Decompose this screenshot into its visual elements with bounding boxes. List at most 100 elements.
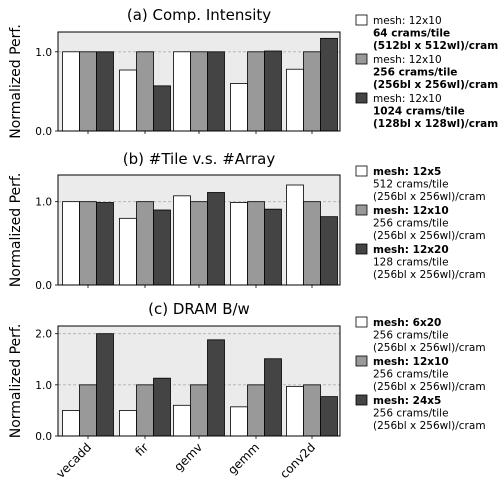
bar — [96, 333, 114, 437]
bar — [173, 51, 191, 132]
legend-swatch — [355, 243, 368, 255]
bar — [264, 208, 282, 286]
bar — [230, 406, 248, 437]
y-tick-label: 1.0 — [35, 197, 52, 209]
legend-swatch — [355, 92, 368, 104]
bar — [320, 216, 338, 286]
legend-swatch — [355, 53, 368, 65]
legend-entry: 1024 crams/tile — [373, 106, 465, 118]
bar — [153, 209, 171, 286]
bar — [96, 51, 114, 132]
bar — [320, 37, 338, 132]
y-tick-label: 2.0 — [35, 329, 52, 341]
legend-swatch — [355, 394, 368, 406]
bar — [173, 195, 191, 286]
legend-entry: 512 crams/tile — [373, 179, 449, 191]
legend-entry: (256bl x 256wl)/cram — [373, 420, 486, 432]
bar — [96, 202, 114, 286]
y-tick-label: 1.0 — [35, 380, 52, 392]
bar — [230, 202, 248, 286]
bar — [303, 51, 321, 132]
y-tick-label: 0.0 — [35, 126, 52, 138]
bar — [119, 410, 137, 437]
bar — [173, 404, 191, 437]
chart-panel-1: 0.0 1.0 (a) Comp. Intensity Normalized Perf… — [8, 6, 498, 139]
legend-entry: (256bl x 256wl)/cram — [373, 79, 498, 91]
bar — [190, 201, 208, 286]
legend-entry: 256 crams/tile — [373, 369, 449, 381]
x-category-label: conv2d — [277, 440, 318, 481]
bar — [247, 201, 265, 286]
bar — [230, 83, 248, 132]
legend-entry: (256bl x 256wl)/cram — [373, 230, 486, 242]
bar — [247, 384, 265, 437]
chart-title: (b) #Tile v.s. #Array — [123, 150, 276, 168]
bar — [119, 217, 137, 286]
legend-entry: mesh: 12x10 — [373, 15, 442, 27]
chart-panel-3: 0.0 1.0 2.0 (c) DRAM B/w Normalized Perf. mes… — [8, 300, 486, 481]
chart-title: (c) DRAM B/w — [148, 300, 250, 318]
bar — [153, 85, 171, 132]
legend-entry: 256 crams/tile — [373, 218, 449, 230]
legend-entry: 256 crams/tile — [373, 408, 449, 420]
legend-entry: mesh: 12x10 — [373, 93, 442, 105]
chart-panel-2: 0.0 1.0 (b) #Tile v.s. #Array Normalized Pe… — [8, 150, 486, 292]
bar — [62, 201, 80, 286]
legend-swatch — [355, 316, 368, 328]
bar — [136, 51, 154, 132]
legend-entry: 128 crams/tile — [373, 257, 449, 269]
bar — [79, 384, 97, 437]
legend-entry: mesh: 12x5 — [373, 166, 441, 178]
legend-swatch — [355, 14, 368, 26]
bar — [136, 201, 154, 286]
bar — [207, 339, 225, 437]
legend-entry: mesh: 24x5 — [373, 395, 441, 407]
y-tick-label: 0.0 — [35, 280, 52, 292]
bar — [286, 68, 304, 132]
legend-entry: mesh: 12x10 — [373, 205, 449, 217]
bar — [286, 385, 304, 437]
chart-title: (a) Comp. Intensity — [127, 6, 271, 24]
x-category-label: vecadd — [53, 440, 94, 481]
bar — [207, 192, 225, 286]
y-axis-label: Normalized Perf. — [8, 24, 24, 139]
bar — [190, 51, 208, 132]
bar — [62, 410, 80, 437]
bar — [303, 201, 321, 286]
bar — [119, 69, 137, 132]
legend-swatch — [355, 165, 368, 177]
bar — [136, 384, 154, 437]
bar — [62, 51, 80, 132]
legend-entry: mesh: 12x20 — [373, 244, 449, 256]
y-tick-label: 1.0 — [35, 47, 52, 59]
legend-entry: 64 crams/tile — [373, 28, 450, 40]
y-axis-label: Normalized Perf. — [8, 324, 24, 439]
bar — [264, 50, 282, 132]
legend-swatch — [355, 204, 368, 216]
legend-entry: (512bl x 512wl)/cram — [373, 40, 498, 52]
legend-entry: (256bl x 256wl)/cram — [373, 381, 486, 393]
legend-entry: mesh: 6x20 — [373, 317, 441, 329]
legend-entry: (256bl x 256wl)/cram — [373, 342, 486, 354]
legend-entry: 256 crams/tile — [373, 330, 449, 342]
bar — [286, 184, 304, 286]
legend-entry: mesh: 12x10 — [373, 54, 442, 66]
bar — [79, 201, 97, 286]
bar — [190, 384, 208, 437]
bar — [79, 51, 97, 132]
bar — [207, 51, 225, 132]
x-category-label: gemm — [225, 440, 262, 477]
x-category-label: gemv — [171, 440, 205, 474]
x-category-label: fir — [132, 440, 151, 459]
legend-entry: mesh: 12x10 — [373, 356, 449, 368]
bar — [247, 51, 265, 132]
legend-swatch — [355, 355, 368, 367]
legend-entry: (128bl x 128wl)/cram — [373, 118, 498, 130]
legend-entry: 256 crams/tile — [373, 67, 457, 79]
bar — [303, 384, 321, 437]
y-axis-label: Normalized Perf. — [8, 173, 24, 288]
legend-entry: (256bl x 256wl)/cram — [373, 191, 486, 203]
y-tick-label: 0.0 — [35, 431, 52, 443]
legend-entry: (256bl x 256wl)/cram — [373, 269, 486, 281]
